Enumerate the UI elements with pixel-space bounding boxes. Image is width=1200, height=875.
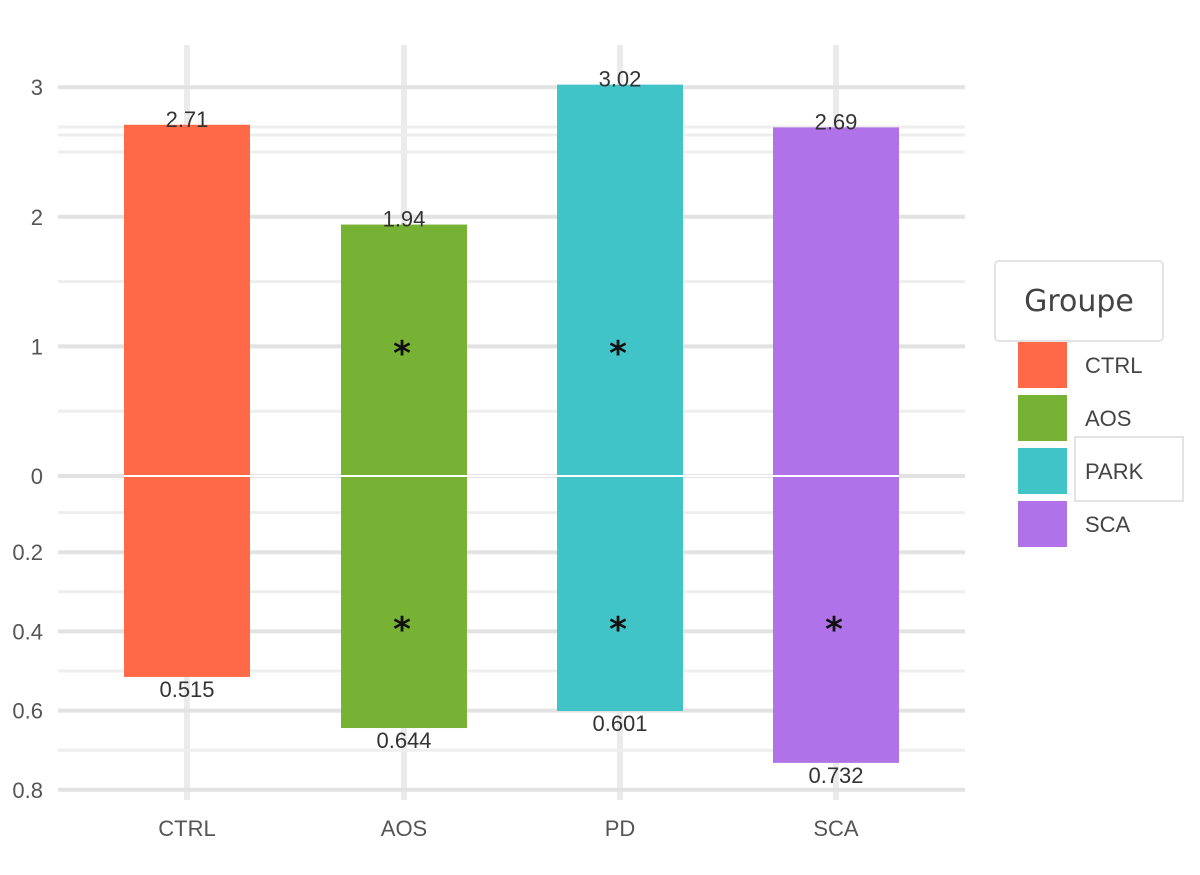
legend-swatch-park [1018,448,1067,494]
value-label-lower: 0.515 [159,677,214,702]
legend-label-aos: AOS [1085,406,1131,431]
y-tick-label: 0.2 [12,540,43,565]
x-tick-label: PD [605,816,636,841]
y-tick-label: 0.6 [12,699,43,724]
y-tick-label: 1 [31,334,43,359]
value-label-upper: 2.71 [166,107,209,132]
y-axis-ticks: 3 2 1 0 0.2 0.4 0.6 0.8 [12,75,43,803]
significance-star: * [609,334,627,374]
x-axis-ticks: CTRL AOS PD SCA [158,816,859,841]
value-label-upper: 3.02 [599,67,642,92]
bar-lower-pd [557,476,683,711]
bar-lower-aos [341,476,467,729]
y-tick-label: 3 [31,75,43,100]
bar-lower-ctrl [124,476,250,677]
legend-title: Groupe [1024,284,1134,319]
x-tick-label: CTRL [158,816,215,841]
significance-markers: * * * * * [393,334,843,650]
value-label-lower: 0.732 [808,763,863,788]
significance-star: * [609,610,627,650]
value-labels: 2.71 0.515 1.94 0.644 3.02 0.601 2.69 0.732 [159,67,863,788]
value-label-lower: 0.601 [592,711,647,736]
bar-upper-pd [557,84,683,476]
legend-title-box [994,260,1164,342]
x-tick-label: AOS [381,816,427,841]
legend-swatch-sca [1018,501,1067,547]
bar-upper-ctrl [124,124,250,476]
significance-star: * [825,610,843,650]
legend-row-outline [1074,436,1184,502]
y-tick-label: 2 [31,205,43,230]
x-tick-label: SCA [813,816,859,841]
legend-label-sca: SCA [1085,512,1131,537]
y-tick-label: 0.8 [12,778,43,803]
legend-swatch-aos [1018,395,1067,441]
y-tick-label: 0.4 [12,619,43,644]
y-tick-label: 0 [31,464,43,489]
significance-star: * [393,610,411,650]
legend-label-park: PARK [1085,459,1144,484]
bar-lower-sca [773,476,899,763]
legend-label-ctrl: CTRL [1085,353,1142,378]
bar-upper-aos [341,224,467,476]
significance-star: * [393,334,411,374]
legend-swatch-ctrl [1018,342,1067,388]
value-label-upper: 2.69 [815,109,858,134]
value-label-lower: 0.644 [376,728,431,753]
bars [124,84,899,763]
bar-upper-sca [773,127,899,476]
legend-entries: CTRL AOS PARK SCA [1018,342,1184,547]
value-label-upper: 1.94 [383,207,426,232]
legend: Groupe CTRL AOS PARK SCA [994,260,1184,547]
